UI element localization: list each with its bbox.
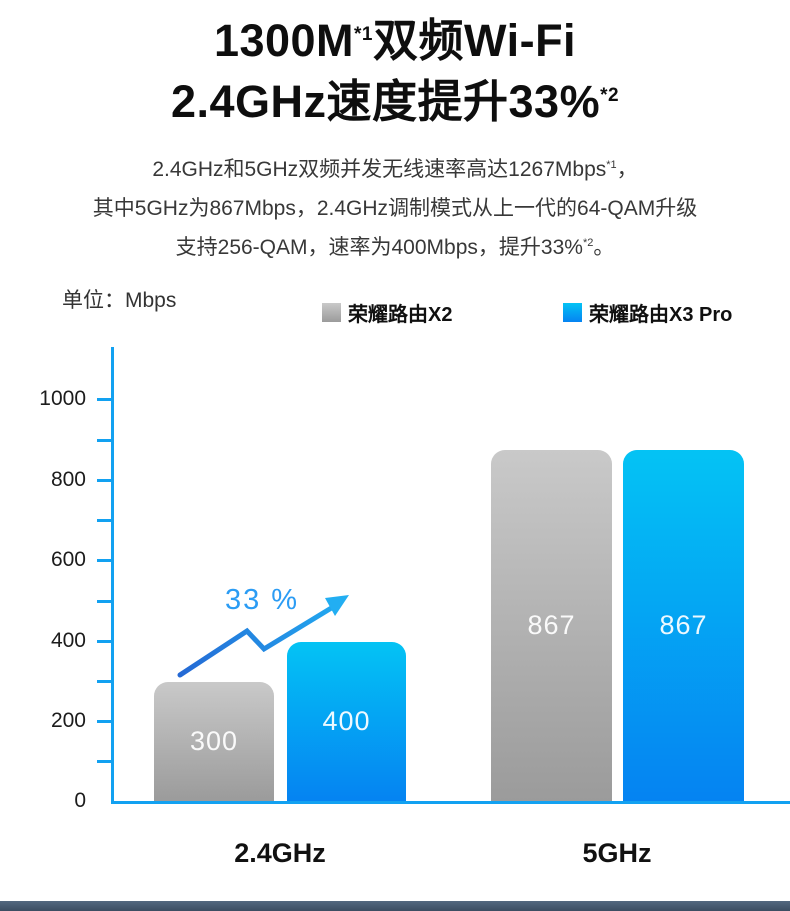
page-title: 1300M*1双频Wi-Fi 2.4GHz速度提升33%*2 xyxy=(0,0,790,132)
y-axis-tick xyxy=(97,760,111,763)
y-axis-tick xyxy=(97,720,111,723)
increase-arrow-icon xyxy=(177,595,349,678)
description-line2: 其中5GHz为867Mbps，2.4GHz调制模式从上一代的64-QAM升级 xyxy=(92,197,698,220)
legend-swatch-gray xyxy=(322,303,341,322)
y-tick-label: 800 xyxy=(50,468,86,491)
footnote-marker-1: *1 xyxy=(606,159,617,171)
y-axis-tick xyxy=(97,439,111,442)
y-axis-tick xyxy=(97,479,111,482)
footnote-marker-2: *2 xyxy=(582,237,594,249)
legend-item-router-x3-pro: 荣耀路由X3 Pro xyxy=(563,298,732,327)
title-line1-main: 1300M xyxy=(213,15,355,66)
bar-value-label: 867 xyxy=(659,610,708,640)
y-axis-tick xyxy=(97,559,111,562)
y-axis-tick xyxy=(97,600,111,603)
legend-item-router-x2: 荣耀路由X2 xyxy=(322,298,452,327)
bar-value-label: 867 xyxy=(527,610,576,640)
next-section-divider xyxy=(0,901,790,911)
y-tick-label: 0 xyxy=(74,789,86,812)
y-tick-label: 1000 xyxy=(39,387,86,410)
legend-swatch-blue xyxy=(563,303,582,322)
y-tick-label: 600 xyxy=(50,548,86,571)
bar-value-label: 400 xyxy=(322,706,371,736)
bar-value-label: 300 xyxy=(189,726,239,756)
y-axis xyxy=(111,347,114,804)
y-axis-tick xyxy=(97,640,111,643)
y-tick-label: 200 xyxy=(50,709,86,732)
y-axis-tick xyxy=(97,519,111,522)
category-label-5ghz: 5GHz xyxy=(582,838,652,868)
increase-annotation: 33 % xyxy=(224,584,300,616)
description: 2.4GHz和5GHz双频并发无线速率高达1267Mbps*1， 其中5GHz为… xyxy=(0,150,790,267)
page-title-line2: 2.4GHz速度提升33%*2 xyxy=(0,71,790,132)
unit-label: 单位：Mbps xyxy=(62,289,177,312)
y-axis-tick xyxy=(97,680,111,683)
bar-x2-5ghz: 867 xyxy=(491,450,612,801)
footnote-marker-2: *2 xyxy=(600,85,620,106)
category-label-2-4ghz: 2.4GHz xyxy=(234,838,326,868)
y-axis-tick xyxy=(97,398,111,401)
footnote-marker-1: *1 xyxy=(354,24,373,45)
title-line2-main: 2.4GHz速度提升33% xyxy=(170,76,601,127)
description-line3: 支持256-QAM，速率为400Mbps，提升33%*2。 xyxy=(175,236,615,259)
x-axis-baseline xyxy=(111,801,790,804)
title-line1-rest: 双频Wi-Fi xyxy=(373,15,577,66)
legend-label: 荣耀路由X2 xyxy=(348,304,453,326)
y-tick-label: 400 xyxy=(50,629,86,652)
page-title-line1: 1300M*1双频Wi-Fi xyxy=(0,10,790,71)
bar-x2-2-4ghz: 300 xyxy=(154,682,274,801)
description-line1: 2.4GHz和5GHz双频并发无线速率高达1267Mbps*1， xyxy=(152,158,638,181)
bar-x3pro-5ghz: 867 xyxy=(623,450,744,801)
bar-x3pro-2-4ghz: 400 xyxy=(287,642,406,801)
legend-label: 荣耀路由X3 Pro xyxy=(589,304,733,326)
